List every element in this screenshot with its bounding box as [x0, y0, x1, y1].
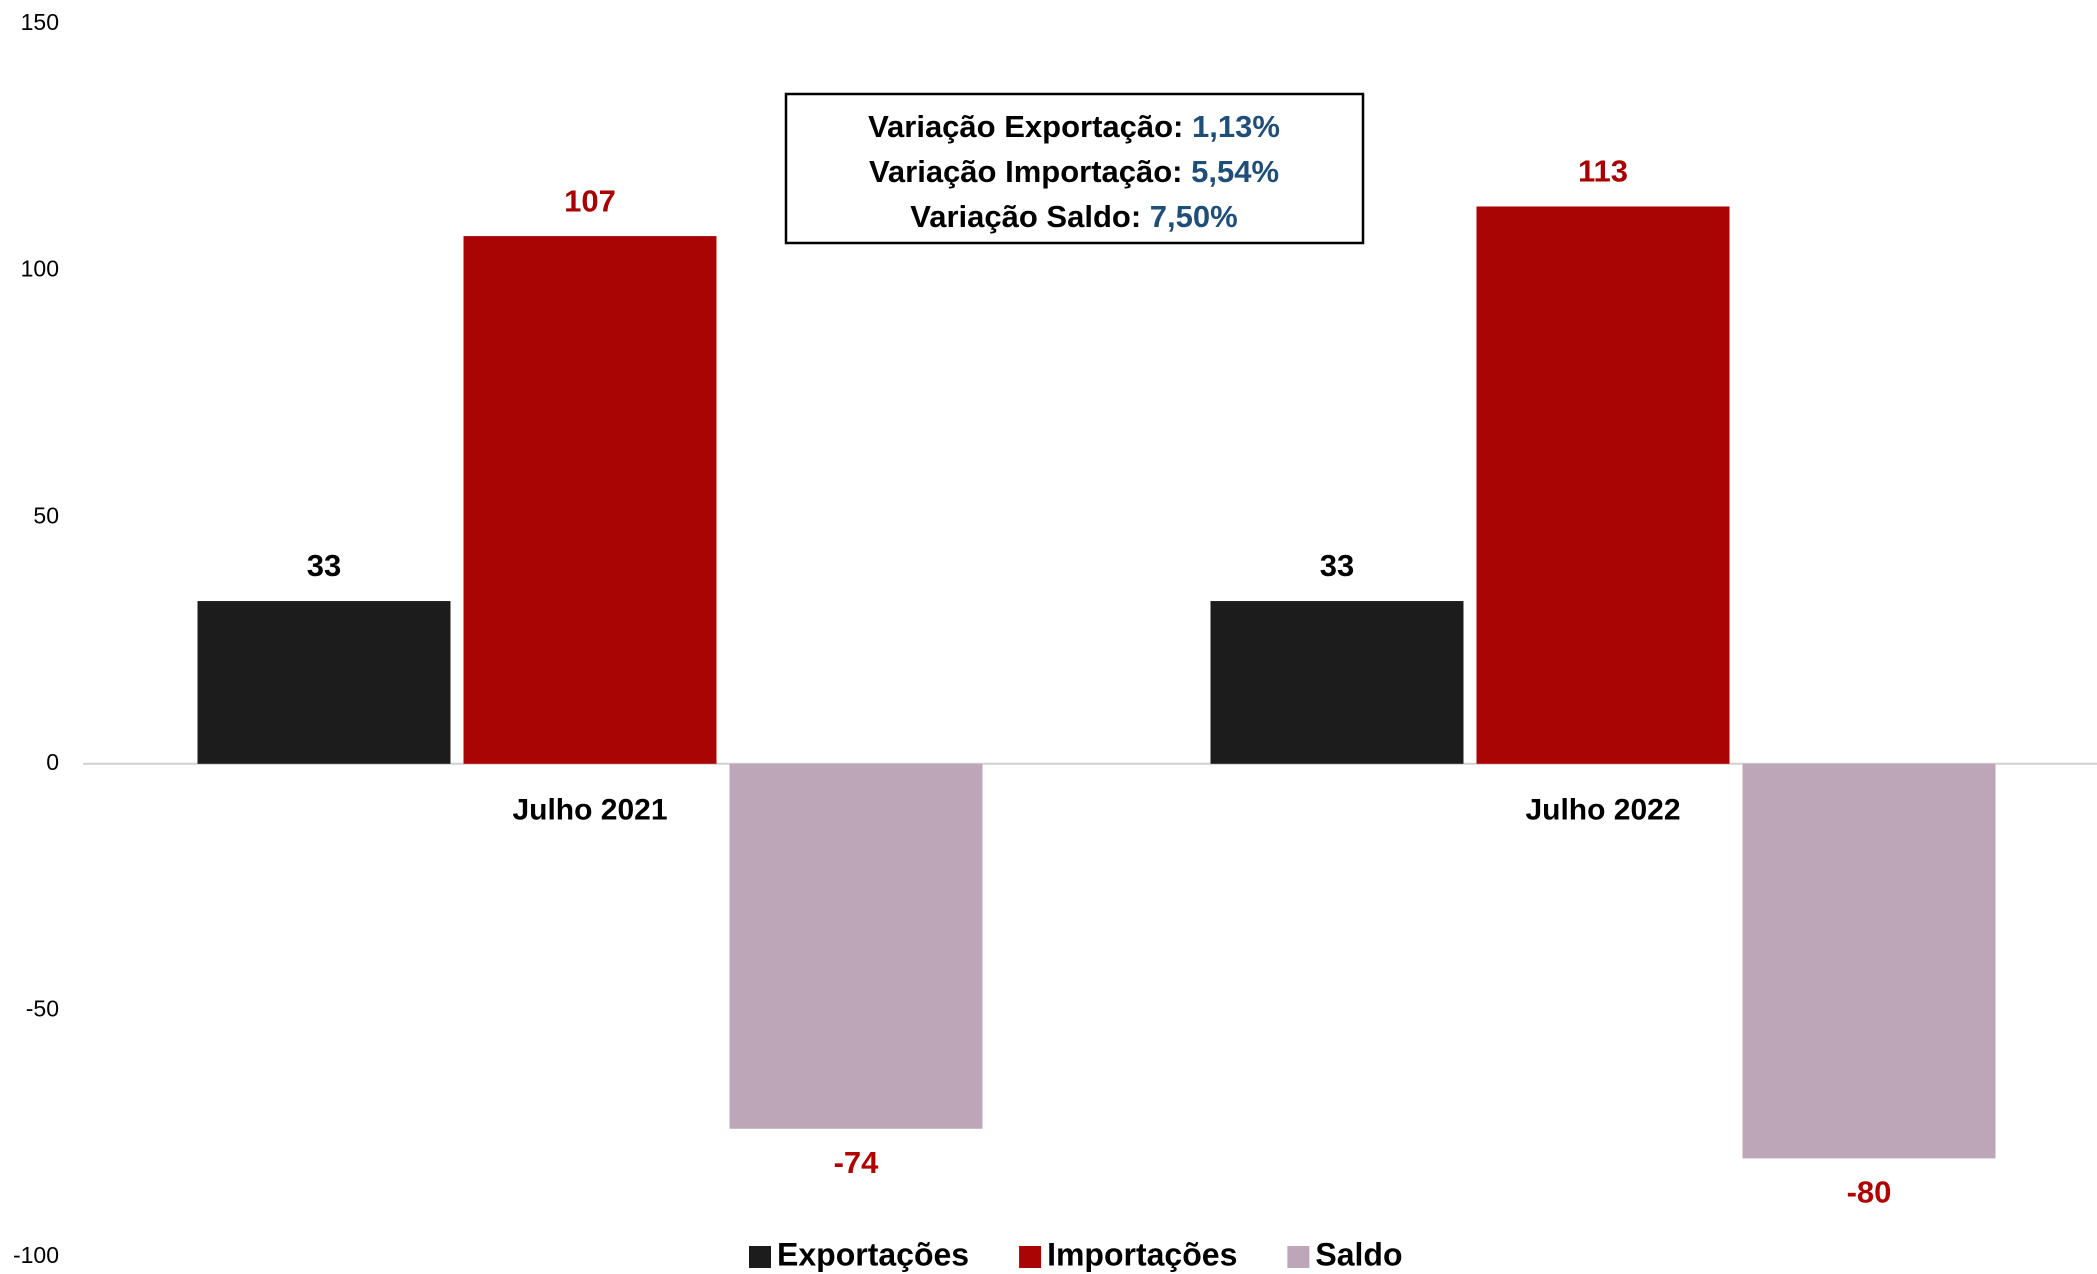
legend-label: Importações — [1047, 1236, 1237, 1272]
x-tick-label: Julho 2021 — [512, 794, 667, 827]
annotation-value: 1,13% — [1192, 109, 1280, 144]
value-label: 107 — [564, 183, 616, 218]
bar — [1476, 206, 1730, 764]
value-label: -74 — [834, 1145, 880, 1180]
annotation: Variação Importação: 5,54% — [869, 154, 1279, 189]
legend-swatch — [749, 1246, 771, 1268]
y-tick-label: 0 — [46, 749, 59, 775]
y-tick-label: -100 — [13, 1242, 59, 1268]
value-label: 113 — [1578, 154, 1628, 189]
annotation-label: Variação Importação: — [869, 154, 1183, 189]
value-label: 33 — [307, 548, 341, 583]
y-tick-label: 150 — [21, 9, 59, 35]
annotation-value: 5,54% — [1191, 154, 1279, 189]
legend-label: Saldo — [1315, 1236, 1402, 1272]
bar — [463, 236, 717, 764]
annotation: Variação Saldo: 7,50% — [910, 199, 1237, 234]
annotation: Variação Exportação: 1,13% — [868, 109, 1280, 144]
annotation-value: 7,50% — [1150, 199, 1238, 234]
value-label: -80 — [1847, 1175, 1892, 1210]
y-tick-label: -50 — [26, 995, 59, 1021]
bar — [729, 763, 983, 1129]
annotation-label: Variação Exportação: — [868, 109, 1183, 144]
annotation-label: Variação Saldo: — [910, 199, 1141, 234]
x-tick-label: Julho 2022 — [1525, 794, 1680, 827]
legend-label: Exportações — [777, 1236, 969, 1272]
bar — [197, 601, 451, 764]
y-tick-label: 50 — [33, 502, 59, 528]
value-label: 33 — [1320, 548, 1354, 583]
annotation-box — [784, 92, 1365, 245]
bar — [1210, 601, 1464, 764]
legend-swatch — [1019, 1246, 1042, 1268]
legend-swatch — [1287, 1246, 1310, 1268]
bar — [1742, 763, 1996, 1159]
y-tick-label: 100 — [21, 256, 59, 282]
